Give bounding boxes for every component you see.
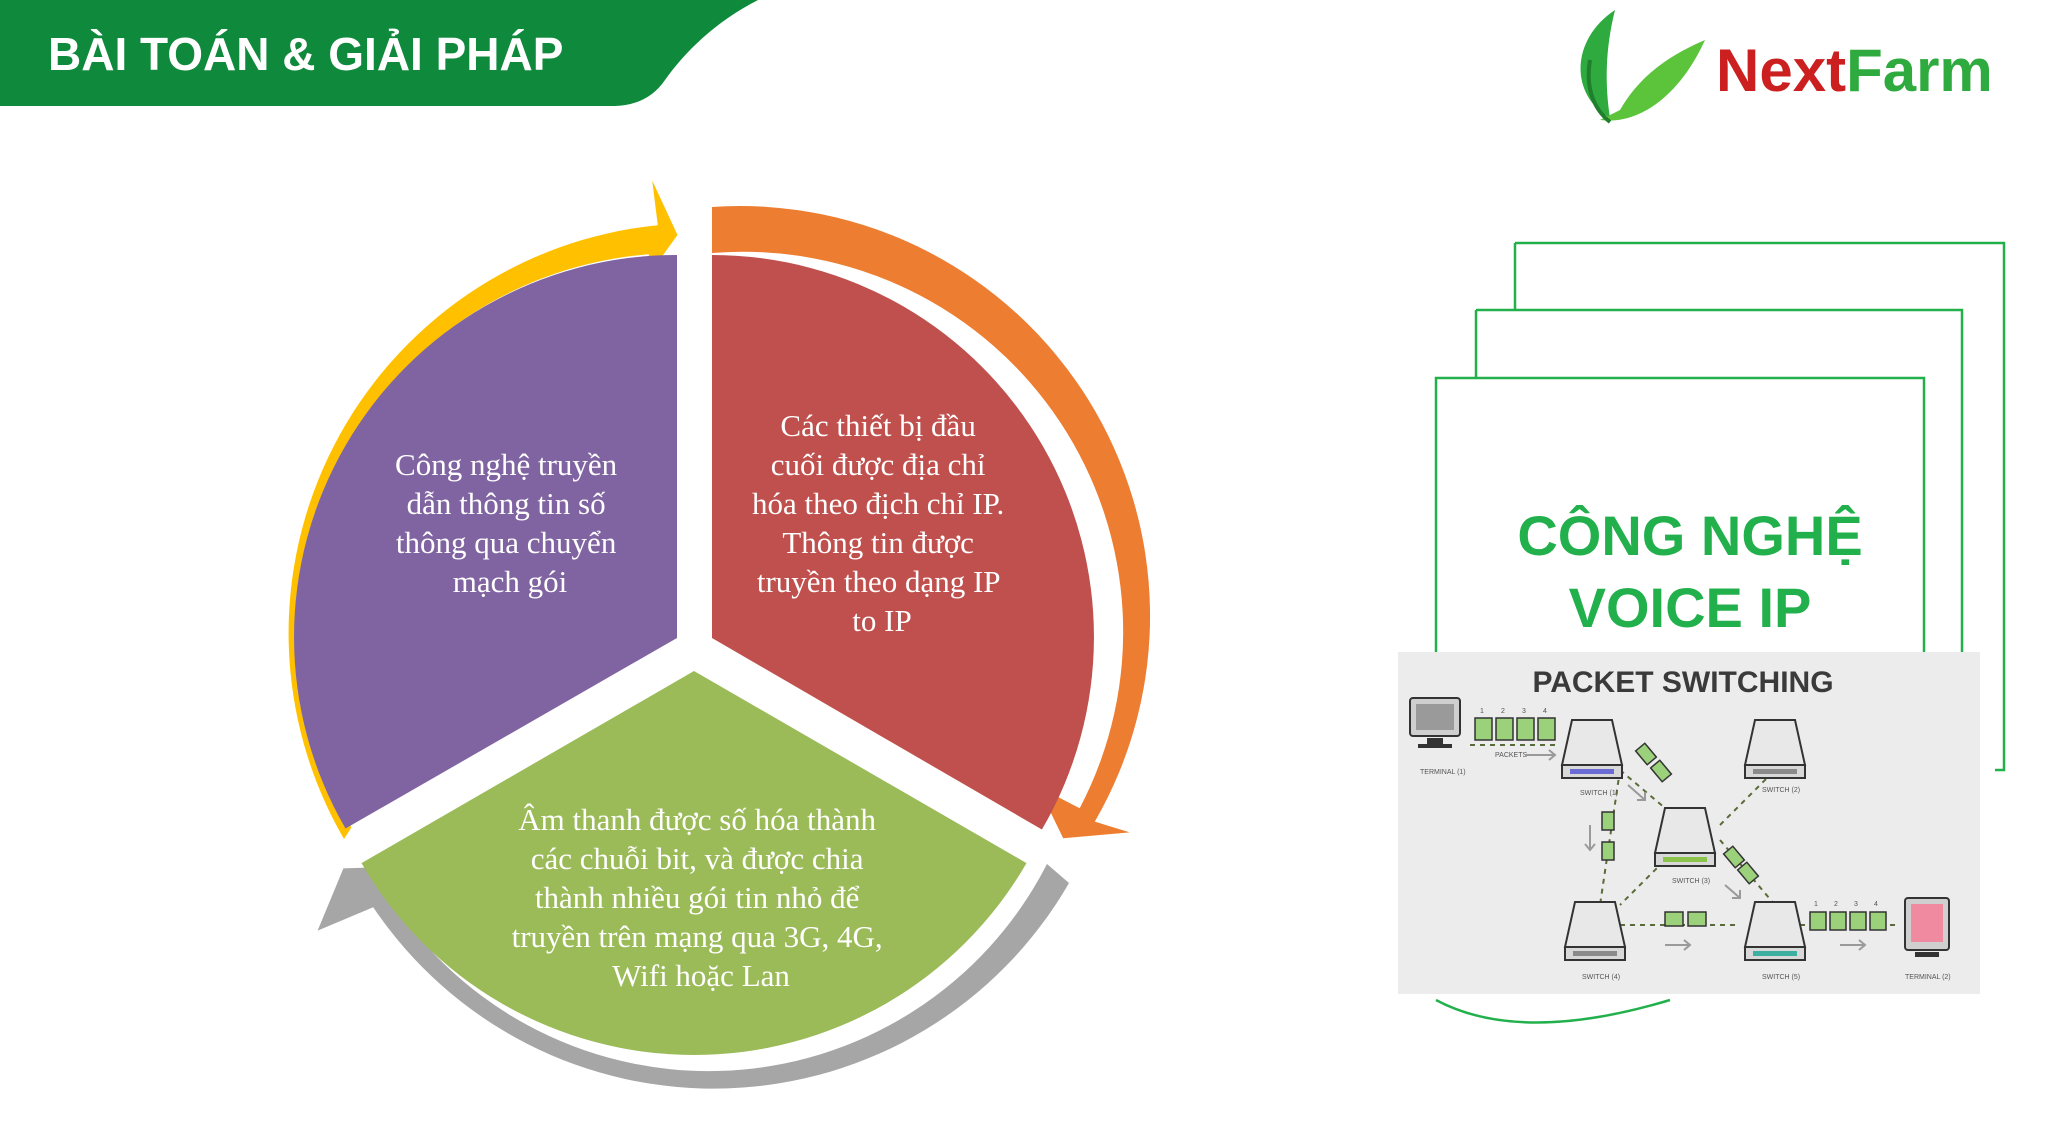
card-title-line1: CÔNG NGHỆ	[1517, 504, 1862, 567]
switch-1-icon	[1560, 719, 1624, 779]
packet-title: PACKET SWITCHING	[1532, 666, 1833, 699]
cycle-diagram: Công nghệ truyền dẫn thông tin số thông …	[288, 180, 1151, 1089]
switch-3-icon	[1653, 807, 1717, 867]
segment-text-green: Âm thanh được số hóa thành các chuỗi bit…	[512, 802, 891, 993]
packet-numbers-2: 1 2 3 4	[1814, 901, 1878, 908]
header-banner: BÀI TOÁN & GIẢI PHÁP	[0, 0, 758, 106]
packet-numbers-1: 1 2 3 4	[1480, 708, 1547, 715]
segment-text-red: Các thiết bị đầu cuối được địa chỉ hóa t…	[752, 408, 1012, 638]
svg-text:SWITCH (4): SWITCH (4)	[1582, 974, 1620, 981]
packets-group-1	[1474, 717, 1556, 741]
cycle-segment-red	[712, 255, 1094, 830]
segment-text-purple: Công nghệ truyền dẫn thông tin số thông …	[395, 447, 625, 599]
packets-in-transit	[1601, 742, 1887, 931]
card-bottom-curve	[1435, 998, 1671, 1024]
switch-5-icon	[1743, 901, 1807, 961]
header-bg	[0, 0, 758, 106]
svg-text:PACKETS: PACKETS	[1495, 752, 1527, 759]
leaf-icon	[1580, 10, 1705, 124]
logo-wordmark: NextFarm	[1716, 37, 1993, 104]
terminal-1-icon	[1409, 697, 1461, 748]
svg-text:SWITCH (2): SWITCH (2)	[1762, 787, 1800, 794]
svg-text:SWITCH (3): SWITCH (3)	[1672, 878, 1710, 885]
header-title: BÀI TOÁN & GIẢI PHÁP	[48, 28, 563, 80]
card-title-line2: VOICE IP	[1569, 576, 1812, 639]
switch-4-icon	[1563, 901, 1627, 961]
terminal-2-icon	[1904, 897, 1950, 957]
cycle-arrow-orange	[712, 206, 1151, 839]
svg-text:TERMINAL (1): TERMINAL (1)	[1420, 769, 1466, 776]
cycle-segment-green	[361, 671, 1027, 1056]
switch-2-icon	[1743, 719, 1807, 779]
cycle-arrow-yellow	[288, 180, 678, 839]
packet-switching-image: PACKET SWITCHING TERMINAL (1)	[1398, 652, 1980, 994]
svg-text:SWITCH (5): SWITCH (5)	[1762, 974, 1800, 981]
cycle-segment-purple	[294, 254, 677, 829]
logo-farm: Farm	[1846, 37, 1993, 104]
cycle-arrow-gray	[317, 864, 1070, 1089]
svg-text:SWITCH (1): SWITCH (1)	[1580, 790, 1618, 797]
svg-text:TERMINAL (2): TERMINAL (2)	[1905, 974, 1951, 981]
card-frame-middle	[1476, 308, 1964, 770]
nextfarm-logo: NextFarm	[1580, 10, 1993, 124]
card-frame-back	[1515, 241, 2006, 772]
logo-next: Next	[1716, 37, 1846, 104]
